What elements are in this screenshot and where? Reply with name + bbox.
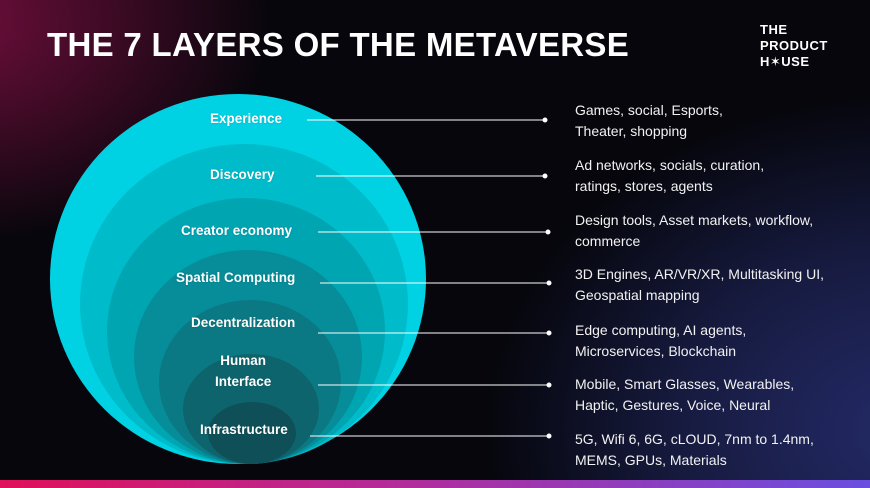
layer-desc-line: Ad networks, socials, curation, [575, 157, 765, 173]
layer-desc-line: MEMS, GPUs, Materials [575, 452, 727, 468]
layer-label-human-interface: Human Interface [215, 350, 271, 392]
layer-desc-creator-economy: Design tools, Asset markets, workflow, c… [575, 210, 860, 252]
layer-desc-line: Geospatial mapping [575, 287, 700, 303]
logo-line-1: THE [760, 22, 788, 37]
layer-desc-decentralization: Edge computing, AI agents, Microservices… [575, 320, 860, 362]
layer-desc-line: Design tools, Asset markets, workflow, [575, 212, 814, 228]
page-title: THE 7 LAYERS OF THE METAVERSE [47, 26, 630, 63]
layer-desc-line: 5G, Wifi 6, 6G, cLOUD, 7nm to 1.4nm, [575, 431, 814, 447]
layer-desc-line: commerce [575, 233, 641, 249]
accent-bar [0, 480, 870, 488]
layer-desc-human-interface: Mobile, Smart Glasses, Wearables, Haptic… [575, 374, 860, 416]
layer-desc-line: Edge computing, AI agents, [575, 322, 747, 338]
connector-dot-7 [546, 433, 552, 439]
connector-dot-1 [542, 117, 548, 123]
layer-label-human-interface-line-1: Human [220, 353, 267, 368]
layer-label-decentralization: Decentralization [191, 315, 296, 330]
layer-label-spatial-computing: Spatial Computing [176, 270, 296, 285]
layer-label-creator-economy: Creator economy [181, 223, 293, 238]
layer-desc-line: Microservices, Blockchain [575, 343, 737, 359]
brand-logo: THE PRODUCT H✶USE [760, 22, 828, 70]
connector-dot-4 [546, 280, 552, 286]
logo-line-3: H✶USE [760, 54, 810, 69]
layer-label-experience: Experience [210, 111, 283, 126]
layer-label-human-interface-line-2: Interface [215, 374, 272, 389]
connector-dot-5 [546, 330, 552, 336]
layer-desc-line: 3D Engines, AR/VR/XR, Multitasking UI, [575, 266, 824, 282]
layer-desc-line: Haptic, Gestures, Voice, Neural [575, 397, 771, 413]
layer-desc-spatial-computing: 3D Engines, AR/VR/XR, Multitasking UI, G… [575, 264, 860, 306]
layer-desc-discovery: Ad networks, socials, curation, ratings,… [575, 155, 860, 197]
layer-desc-line: Games, social, Esports, [575, 102, 723, 118]
layer-desc-line: ratings, stores, agents [575, 178, 713, 194]
layer-desc-experience: Games, social, Esports, Theater, shoppin… [575, 100, 860, 142]
layer-label-infrastructure: Infrastructure [200, 422, 288, 437]
layer-desc-line: Theater, shopping [575, 123, 688, 139]
layer-desc-line: Mobile, Smart Glasses, Wearables, [575, 376, 795, 392]
layer-7-ellipse [208, 402, 296, 464]
layer-desc-infrastructure: 5G, Wifi 6, 6G, cLOUD, 7nm to 1.4nm, MEM… [575, 429, 860, 471]
logo-line-2: PRODUCT [760, 38, 828, 53]
connector-dot-2 [542, 173, 548, 179]
connector-dot-6 [546, 382, 552, 388]
layer-label-discovery: Discovery [210, 167, 275, 182]
connector-dot-3 [545, 229, 551, 235]
